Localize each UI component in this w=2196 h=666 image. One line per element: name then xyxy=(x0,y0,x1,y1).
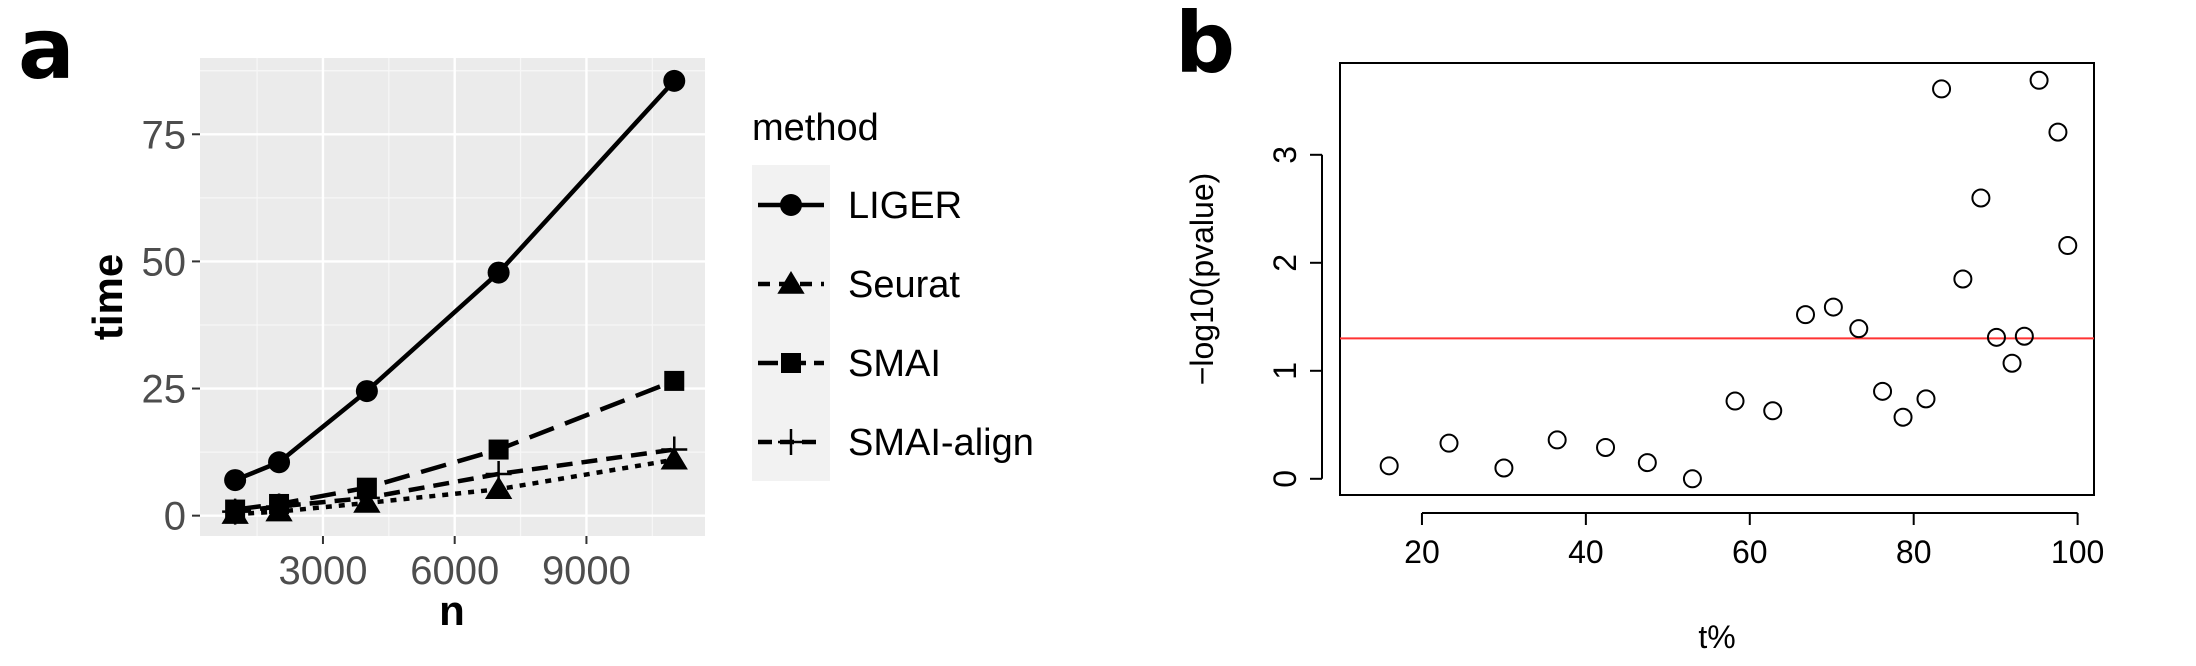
scatter-point xyxy=(1893,407,1913,427)
point-liger xyxy=(268,451,291,474)
scatter-point xyxy=(1796,305,1816,325)
chart-b-y-axis-title: −log10(pvalue) xyxy=(1184,173,1220,386)
scatter-point xyxy=(1971,188,1991,208)
chart-a-y-axis-title: time xyxy=(84,254,131,340)
scatter-point xyxy=(1596,437,1616,457)
scatter-point xyxy=(1439,433,1459,453)
chart-a-legend: method LIGER Seurat SMAI SMAI-align xyxy=(752,107,1034,481)
chart-a-y-tick-label: 25 xyxy=(142,368,187,412)
panel-letter-a: a xyxy=(18,0,75,98)
chart-b-x-tick-label: 80 xyxy=(1896,534,1932,570)
chart-b-tick-labels: 20 40 60 80 100 0 1 2 3 xyxy=(1267,146,2104,570)
scatter-point xyxy=(1682,469,1702,489)
point-liger xyxy=(663,69,686,92)
legend-label-liger: LIGER xyxy=(848,185,962,227)
scatter-point xyxy=(2029,70,2049,90)
legend-title: method xyxy=(752,107,879,149)
chart-a-y-tick-label: 50 xyxy=(142,240,187,284)
chart-b-x-tick-label: 20 xyxy=(1404,534,1440,570)
scatter-point xyxy=(2014,326,2034,346)
point-liger xyxy=(224,469,247,492)
scatter-point xyxy=(1953,269,1973,289)
legend-key-marker-smai xyxy=(781,353,801,373)
point-smai-align xyxy=(266,493,293,520)
chart-a-tick-marks xyxy=(192,133,588,544)
point-liger xyxy=(355,380,378,403)
scatter-point xyxy=(1849,319,1869,339)
chart-b-x-tick-label: 60 xyxy=(1732,534,1768,570)
chart-b-y-tick-label: 2 xyxy=(1267,254,1303,272)
point-smai-align xyxy=(485,460,512,487)
legend-label-smai-align: SMAI-align xyxy=(848,422,1034,464)
scatter-point xyxy=(1873,381,1893,401)
scatter-point xyxy=(1547,430,1567,450)
point-liger xyxy=(487,261,510,284)
legend-key-marker-seurat xyxy=(777,271,805,294)
point-smai xyxy=(488,439,509,460)
chart-a-series-markers xyxy=(221,69,688,525)
chart-a-gridlines xyxy=(200,58,705,536)
legend-key-marker-smai-align xyxy=(778,429,804,455)
chart-a-x-axis-title: n xyxy=(439,587,465,634)
scatter-point xyxy=(1932,79,1952,99)
legend-key-marker-liger xyxy=(780,194,802,216)
chart-b-x-axis-title: t% xyxy=(1698,619,1735,655)
scatter-point xyxy=(2002,353,2022,373)
scatter-point xyxy=(2058,236,2078,256)
scatter-point xyxy=(1823,297,1843,317)
chart-b-points xyxy=(1379,70,2078,489)
scatter-point xyxy=(1986,327,2006,347)
scatter-point xyxy=(1725,391,1745,411)
chart-a-x-tick-label: 9000 xyxy=(542,549,631,593)
chart-b-x-tick-label: 40 xyxy=(1568,534,1604,570)
scatter-point xyxy=(1494,458,1514,478)
scatter-point xyxy=(1763,401,1783,421)
legend-label-seurat: Seurat xyxy=(848,264,960,306)
chart-b-pvalue-scatter: 20 40 60 80 100 0 1 2 3 t% −log10(pvalue) xyxy=(1184,62,2104,655)
point-seurat xyxy=(484,476,513,499)
chart-b-plot-box xyxy=(1339,62,2095,496)
legend-label-smai: SMAI xyxy=(848,343,941,385)
scatter-point xyxy=(2048,122,2068,142)
chart-a-time-vs-n: 3000 6000 9000 0 25 50 75 n time method LIGER … xyxy=(84,58,1034,634)
panel-letter-b: b xyxy=(1175,0,1235,92)
chart-a-y-tick-label: 75 xyxy=(142,113,187,157)
legend-keys xyxy=(758,194,824,455)
scatter-point xyxy=(1379,456,1399,476)
chart-b-tick-marks xyxy=(1310,153,2079,525)
scatter-point xyxy=(1916,389,1936,409)
chart-a-x-tick-label: 6000 xyxy=(410,549,499,593)
chart-a-y-tick-label: 0 xyxy=(164,495,186,539)
point-smai-align xyxy=(353,484,380,511)
chart-a-tick-labels: 3000 6000 9000 0 25 50 75 xyxy=(142,113,631,593)
point-smai-align xyxy=(661,436,688,463)
chart-b-x-tick-label: 100 xyxy=(2051,534,2104,570)
chart-a-x-tick-label: 3000 xyxy=(278,549,367,593)
legend-key-background xyxy=(752,165,830,481)
point-smai-align xyxy=(222,498,249,525)
chart-b-y-tick-label: 0 xyxy=(1267,470,1303,488)
chart-b-y-tick-label: 3 xyxy=(1267,146,1303,164)
point-smai xyxy=(664,370,685,391)
chart-b-y-tick-label: 1 xyxy=(1267,362,1303,380)
scatter-point xyxy=(1637,453,1657,473)
